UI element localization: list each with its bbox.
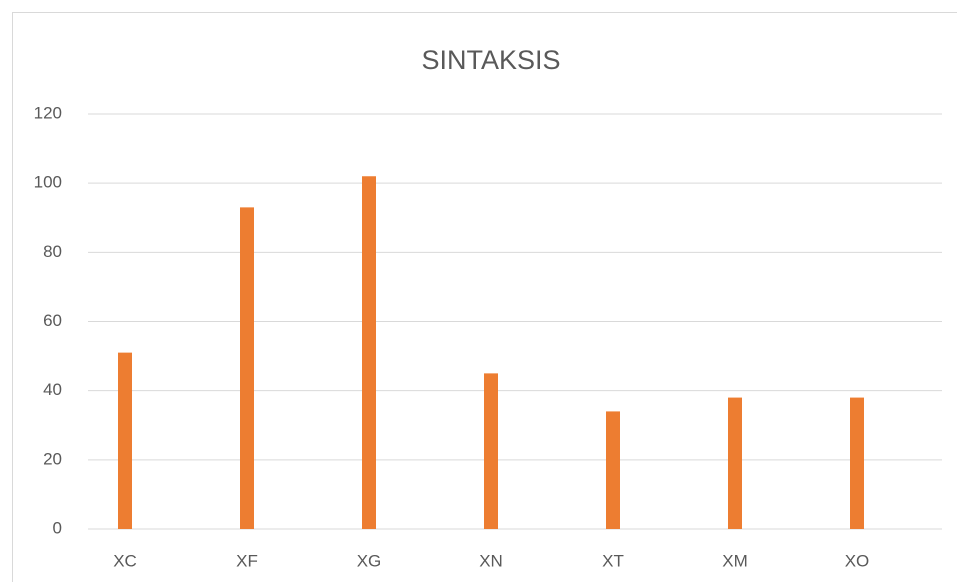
x-tick-label: XN bbox=[479, 551, 503, 570]
x-tick-label: XM bbox=[722, 551, 748, 570]
x-tick-label: XG bbox=[357, 551, 382, 570]
bar bbox=[118, 352, 132, 529]
y-tick-label: 0 bbox=[53, 518, 62, 537]
y-tick-label: 40 bbox=[43, 380, 62, 399]
bar bbox=[850, 397, 864, 529]
y-tick-label: 60 bbox=[43, 311, 62, 330]
bar bbox=[606, 411, 620, 529]
bar bbox=[362, 176, 376, 529]
y-tick-label: 80 bbox=[43, 242, 62, 261]
x-tick-label: XT bbox=[602, 551, 624, 570]
y-tick-label: 20 bbox=[43, 449, 62, 468]
x-tick-label: XO bbox=[845, 551, 870, 570]
y-tick-label: 120 bbox=[34, 103, 62, 122]
bar bbox=[728, 397, 742, 529]
x-tick-label: XC bbox=[113, 551, 137, 570]
chart-title: SINTAKSIS bbox=[421, 45, 560, 75]
x-tick-label: XF bbox=[236, 551, 258, 570]
bar bbox=[240, 207, 254, 529]
y-tick-label: 100 bbox=[34, 173, 62, 192]
bar bbox=[484, 373, 498, 529]
